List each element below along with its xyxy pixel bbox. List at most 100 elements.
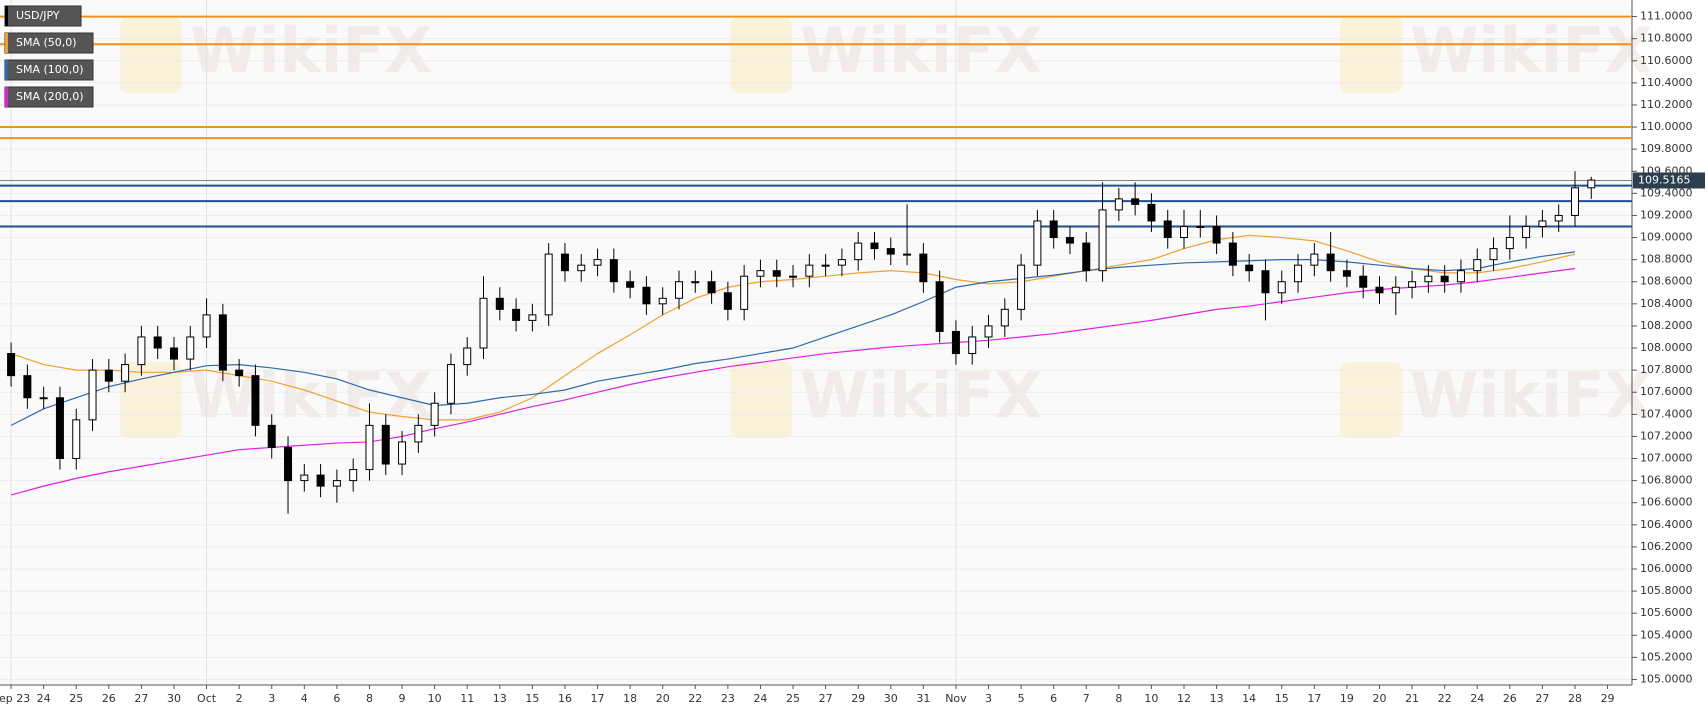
- y-tick-label: 106.2000: [1640, 540, 1693, 553]
- candle-body: [186, 336, 195, 360]
- candle-body: [7, 353, 16, 377]
- candle-body: [1277, 281, 1286, 294]
- candle-body: [1098, 209, 1107, 272]
- candle-body: [723, 292, 732, 310]
- candle-body: [1196, 225, 1205, 228]
- candle-body: [968, 336, 977, 355]
- y-tick-label: 105.4000: [1640, 628, 1693, 641]
- candle-body: [756, 270, 765, 277]
- x-tick-label: 29: [851, 692, 865, 705]
- candle-body: [528, 314, 537, 321]
- last-price-label: 109.5165: [1638, 173, 1691, 186]
- plot-background: [0, 0, 1632, 685]
- candle-body: [609, 259, 618, 283]
- watermark: WikiFX: [190, 14, 432, 87]
- candle-body: [1424, 275, 1433, 283]
- watermark: WikiFX: [800, 14, 1042, 87]
- candle-body: [365, 424, 374, 471]
- legend-label: USD/JPY: [16, 9, 60, 22]
- y-tick-label: 105.6000: [1640, 606, 1693, 619]
- candle-body: [1359, 275, 1368, 288]
- x-tick-label: 10: [1144, 692, 1158, 705]
- x-tick-label: 15: [1275, 692, 1289, 705]
- candle-body: [1261, 270, 1270, 294]
- candle-body: [398, 441, 407, 465]
- candle-body: [740, 275, 749, 310]
- x-tick-label: 8: [1115, 692, 1122, 705]
- x-tick-label: 27: [819, 692, 833, 705]
- x-tick-label: 14: [1242, 692, 1256, 705]
- x-tick-label: 8: [366, 692, 373, 705]
- y-tick-label: 105.8000: [1640, 584, 1693, 597]
- candle-body: [137, 336, 146, 366]
- candle-body: [935, 281, 944, 332]
- candle-body: [495, 297, 504, 310]
- candle-body: [1000, 308, 1009, 327]
- candle-body: [1082, 242, 1091, 272]
- x-tick-label: 21: [1405, 692, 1419, 705]
- candle-body: [903, 253, 912, 256]
- watermark: WikiFX: [1410, 14, 1652, 87]
- candle-body: [544, 253, 553, 316]
- candle-body: [821, 264, 830, 267]
- candle-body: [463, 347, 472, 366]
- candle-body: [1017, 264, 1026, 310]
- candle-body: [1326, 253, 1335, 272]
- candle-body: [919, 253, 928, 283]
- candle-body: [870, 242, 879, 250]
- candle-body: [284, 446, 293, 482]
- x-tick-label: 20: [656, 692, 670, 705]
- x-tick-label: 19: [1340, 692, 1354, 705]
- watermark: WikiFX: [800, 359, 1042, 432]
- y-tick-label: 107.0000: [1640, 452, 1693, 465]
- x-tick-label: 30: [884, 692, 898, 705]
- candle-body: [1440, 275, 1449, 283]
- x-tick-label: 22: [1438, 692, 1452, 705]
- x-tick-label: 3: [268, 692, 275, 705]
- legend-swatch: [5, 6, 8, 26]
- x-tick-label: 20: [1372, 692, 1386, 705]
- legend-label: SMA (100,0): [16, 63, 84, 76]
- x-tick-label: 30: [167, 692, 181, 705]
- candle-body: [1245, 264, 1254, 272]
- candle-body: [512, 308, 521, 321]
- candle-body: [789, 275, 798, 278]
- y-tick-label: 110.0000: [1640, 120, 1693, 133]
- candle-body: [1163, 220, 1172, 239]
- x-tick-label: 12: [1177, 692, 1191, 705]
- candle-body: [1114, 198, 1123, 211]
- candle-body: [1408, 281, 1417, 288]
- candle-body: [674, 281, 683, 299]
- candle-body: [121, 364, 130, 382]
- watermark-logo: [1340, 17, 1402, 93]
- candle-body: [479, 297, 488, 349]
- y-tick-label: 107.4000: [1640, 407, 1693, 420]
- x-tick-label: 28: [1568, 692, 1582, 705]
- x-tick-label: 10: [428, 692, 442, 705]
- x-tick-label: 3: [985, 692, 992, 705]
- candle-body: [1049, 220, 1058, 239]
- candle-body: [153, 336, 162, 349]
- candle-body: [332, 480, 341, 487]
- candle-body: [593, 259, 602, 266]
- y-tick-label: 108.2000: [1640, 319, 1693, 332]
- candle-body: [430, 402, 439, 426]
- candle-body: [772, 270, 781, 277]
- candle-body: [104, 369, 113, 382]
- y-tick-label: 109.4000: [1640, 186, 1693, 199]
- candle-body: [1505, 237, 1514, 250]
- y-tick-label: 107.8000: [1640, 363, 1693, 376]
- y-tick-label: 111.0000: [1640, 10, 1693, 23]
- y-tick-label: 110.6000: [1640, 54, 1693, 67]
- candle-body: [577, 264, 586, 272]
- y-tick-label: 106.6000: [1640, 496, 1693, 509]
- x-tick-label: 11: [460, 692, 474, 705]
- x-tick-label: 25: [69, 692, 83, 705]
- x-tick-label: 24: [37, 692, 51, 705]
- x-tick-label: 13: [1210, 692, 1224, 705]
- y-tick-label: 106.4000: [1640, 518, 1693, 531]
- candle-body: [381, 424, 390, 465]
- y-tick-label: 110.4000: [1640, 76, 1693, 89]
- y-tick-label: 108.0000: [1640, 341, 1693, 354]
- x-tick-label: 18: [623, 692, 637, 705]
